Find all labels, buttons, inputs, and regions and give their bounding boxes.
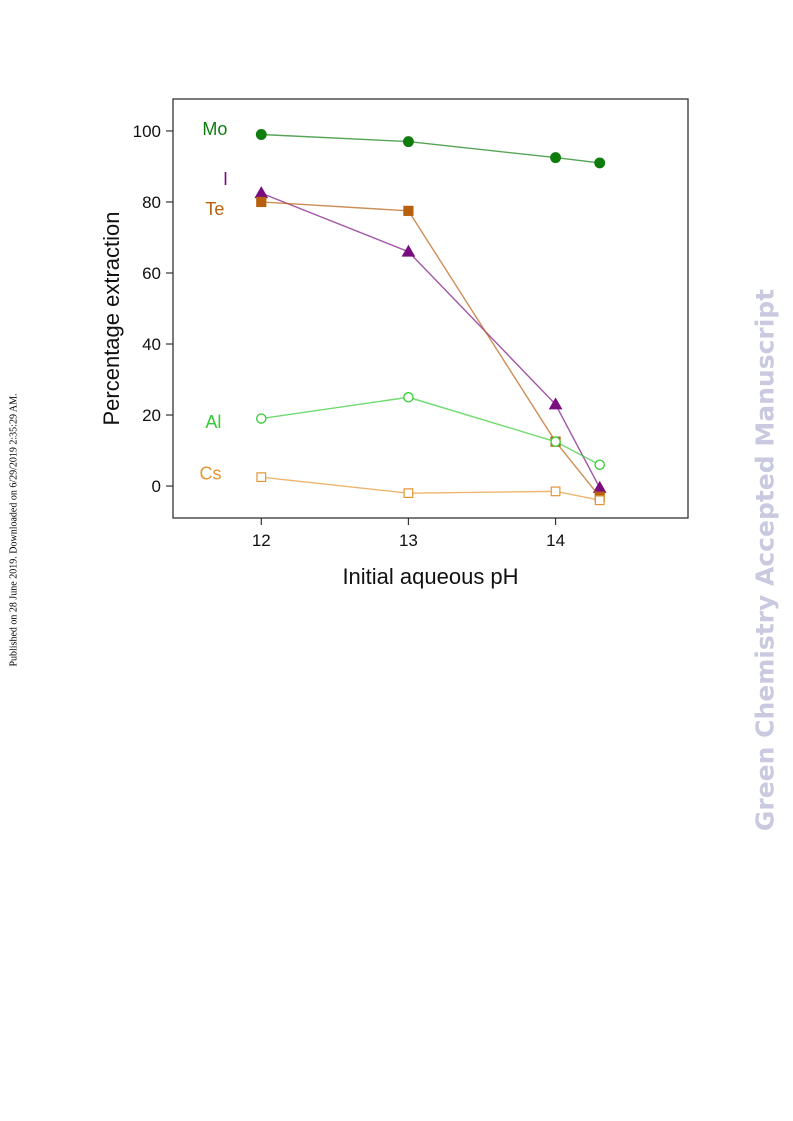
data-point-mo — [550, 152, 562, 164]
data-point-mo — [255, 129, 267, 140]
data-point-al — [256, 413, 267, 424]
data-point-i — [548, 397, 563, 410]
y-axis-label: Percentage extraction — [99, 211, 124, 425]
plot-frame — [172, 98, 689, 519]
data-point-cs — [550, 486, 561, 497]
data-point-mo — [594, 157, 606, 169]
series-line-i — [261, 192, 601, 489]
series-line-al — [261, 396, 601, 466]
series-line-te — [261, 201, 601, 498]
data-point-cs — [594, 495, 605, 506]
journal-watermark: Green Chemistry Accepted Manuscript — [750, 288, 780, 832]
y-tick-label: 20 — [142, 406, 161, 425]
series-label-cs: Cs — [199, 464, 221, 484]
y-tick-label: 80 — [142, 193, 161, 212]
series-label-al: Al — [205, 412, 221, 432]
y-tick-label: 60 — [142, 264, 161, 283]
series-label-te: Te — [205, 199, 224, 219]
data-point-al — [594, 459, 605, 470]
y-tick-label: 0 — [152, 477, 161, 496]
data-point-te — [256, 196, 267, 208]
x-tick-label: 12 — [252, 531, 271, 550]
x-tick-label: 14 — [546, 531, 565, 550]
y-tick-label: 100 — [133, 122, 161, 141]
series-line-mo — [261, 133, 600, 164]
x-axis-label: Initial aqueous pH — [342, 564, 518, 589]
x-tick-label: 13 — [399, 531, 418, 550]
data-point-mo — [402, 136, 414, 148]
data-point-cs — [403, 488, 414, 499]
data-point-cs — [256, 472, 267, 483]
publication-note: Published on 28 June 2019. Downloaded on… — [8, 393, 20, 667]
data-point-te — [403, 205, 414, 216]
data-point-i — [254, 186, 269, 199]
y-tick-label: 40 — [142, 335, 161, 354]
data-point-i — [401, 244, 416, 257]
data-point-al — [550, 436, 561, 447]
series-line-cs — [261, 476, 600, 501]
series-label-i: I — [223, 169, 228, 189]
data-point-al — [403, 392, 414, 403]
series-label-mo: Mo — [202, 119, 227, 139]
